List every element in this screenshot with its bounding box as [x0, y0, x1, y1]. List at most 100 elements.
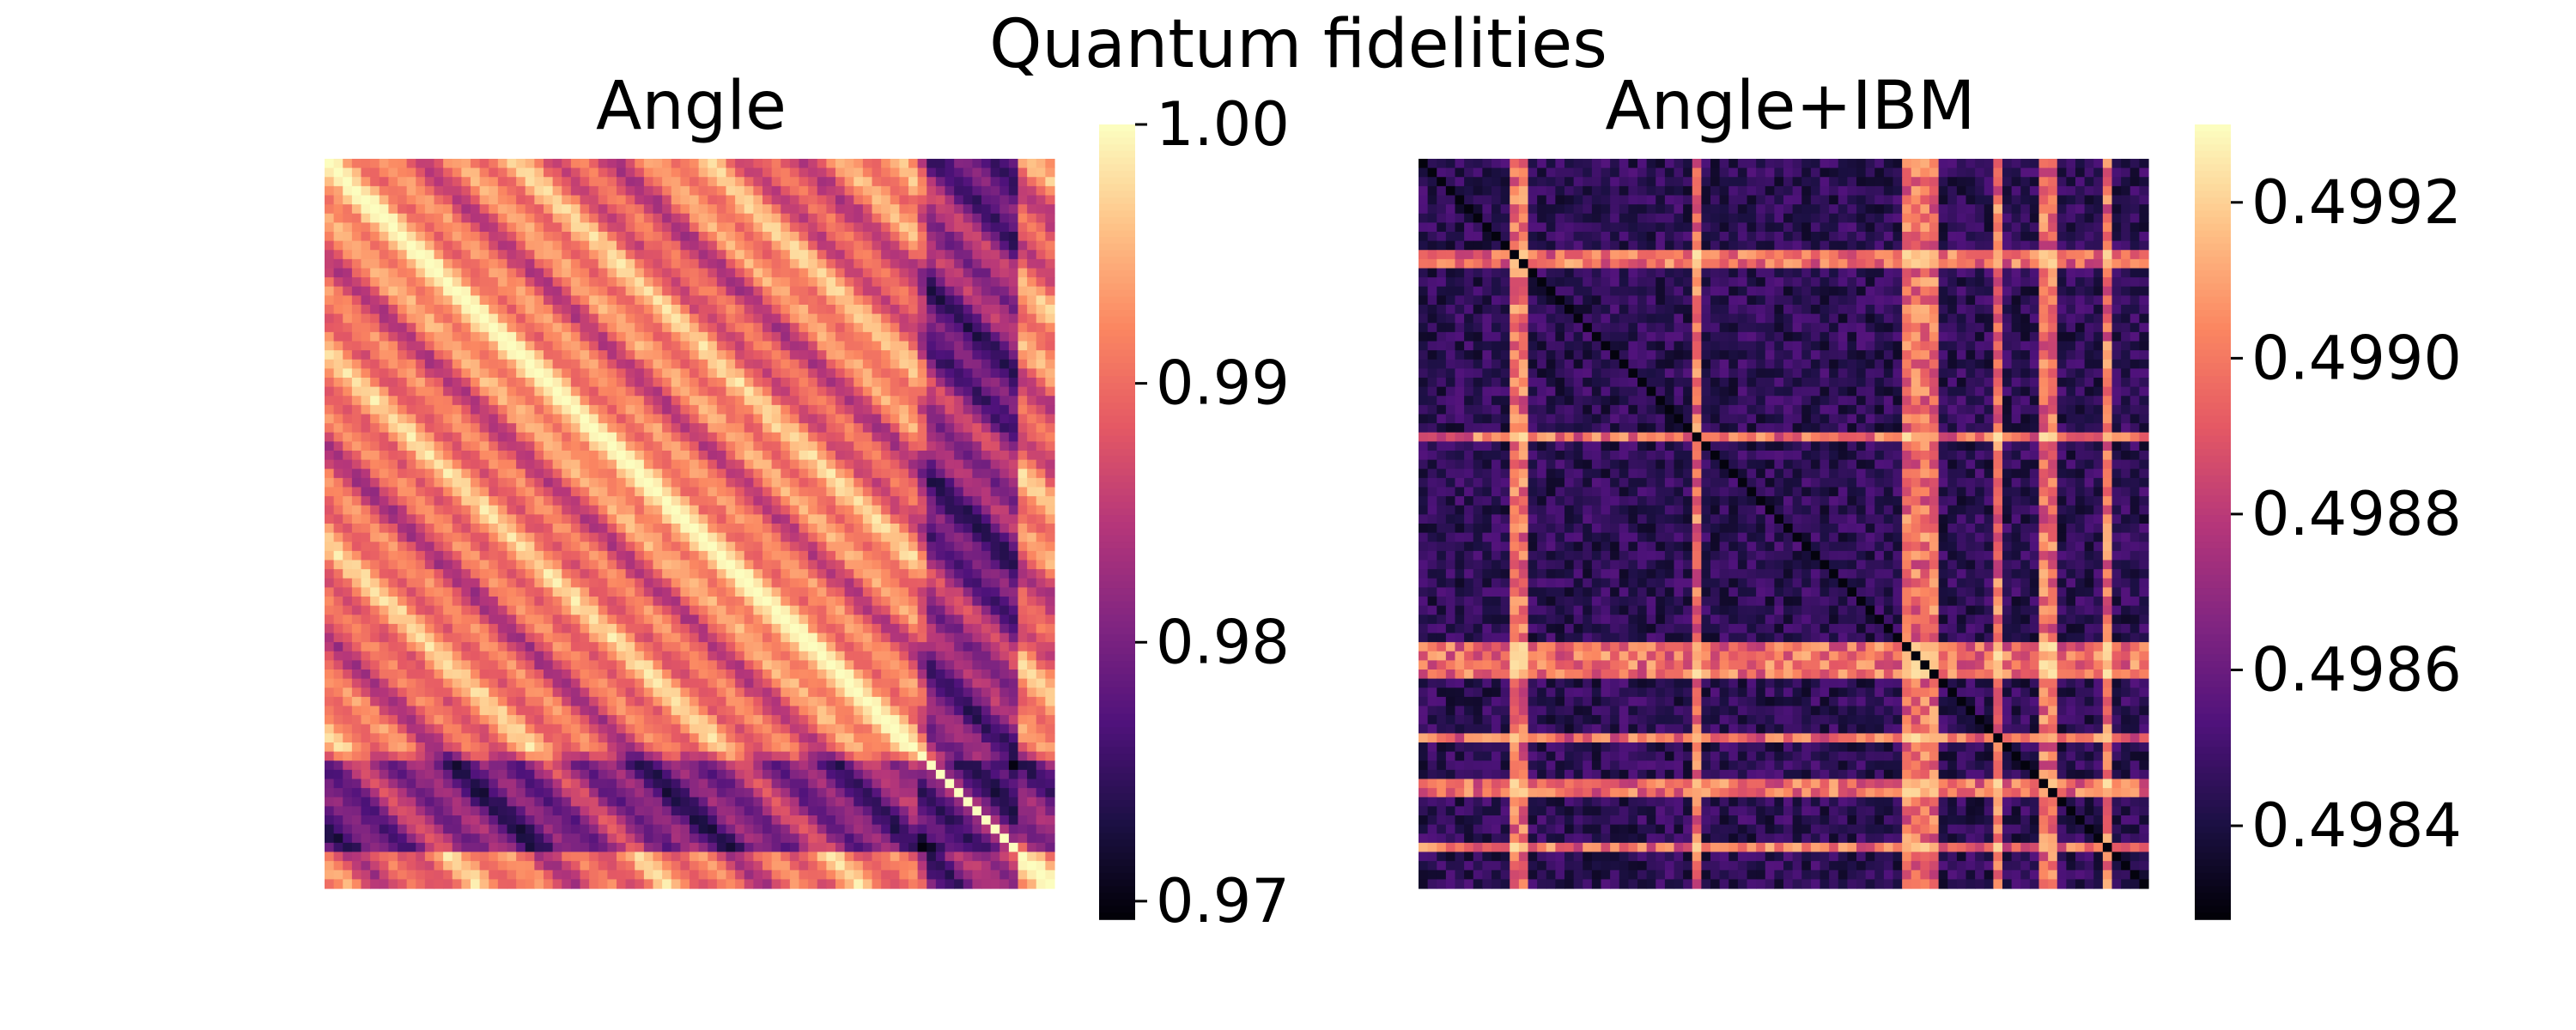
- heatmap-cell: [744, 496, 754, 506]
- heatmap-cell: [735, 487, 745, 497]
- heatmap-cell: [735, 496, 745, 506]
- heatmap-cell: [617, 678, 627, 688]
- heatmap-cell: [379, 213, 389, 223]
- heatmap-cell: [690, 469, 700, 479]
- heatmap-cell: [607, 359, 617, 369]
- heatmap-cell: [516, 505, 526, 515]
- heatmap-cell: [963, 277, 973, 288]
- heatmap-cell: [653, 514, 663, 524]
- heatmap-cell: [589, 615, 599, 625]
- heatmap-cell: [1008, 432, 1019, 442]
- heatmap-cell: [1036, 715, 1046, 725]
- heatmap-cell: [1027, 258, 1037, 270]
- heatmap-cell: [452, 258, 462, 270]
- heatmap-cell: [370, 560, 380, 570]
- heatmap-cell: [817, 514, 827, 524]
- heatmap-cell: [881, 323, 891, 333]
- heatmap-cell: [862, 496, 873, 506]
- heatmap-cell: [1027, 550, 1037, 561]
- heatmap-cell: [471, 240, 481, 251]
- heatmap-cell: [424, 432, 435, 442]
- heatmap-cell: [416, 724, 426, 734]
- heatmap-cell: [398, 469, 408, 479]
- heatmap-cell: [990, 277, 1000, 288]
- heatmap-cell: [607, 578, 617, 588]
- heatmap-cell: [981, 277, 992, 288]
- heatmap-cell: [452, 578, 462, 588]
- heatmap-cell: [452, 295, 462, 306]
- heatmap-cell: [908, 542, 919, 552]
- heatmap-cell: [351, 569, 362, 579]
- heatmap-cell: [424, 459, 435, 470]
- heatmap-cell: [598, 323, 608, 333]
- heatmap-cell: [908, 378, 919, 388]
- heatmap-cell: [735, 423, 745, 433]
- heatmap-cell: [379, 323, 389, 333]
- heatmap-cell: [580, 477, 590, 488]
- heatmap-cell: [479, 496, 489, 506]
- heatmap-cell: [452, 651, 462, 661]
- heatmap-cell: [443, 477, 453, 488]
- heatmap-cell: [343, 469, 353, 479]
- heatmap-cell: [1018, 204, 1028, 215]
- heatmap-cell: [917, 305, 927, 315]
- heatmap-cell: [954, 670, 964, 680]
- heatmap-cell: [789, 313, 800, 324]
- heatmap-cell: [379, 359, 389, 369]
- heatmap-cell: [716, 633, 727, 643]
- heatmap-cell: [525, 213, 535, 223]
- heatmap-cell: [534, 670, 544, 680]
- heatmap-cell: [388, 651, 398, 661]
- heatmap-cell: [617, 688, 627, 698]
- heatmap-cell: [434, 423, 444, 433]
- heatmap-cell: [716, 378, 727, 388]
- heatmap-cell: [406, 213, 416, 223]
- heatmap-cell: [789, 414, 800, 424]
- heatmap-cell: [762, 177, 773, 187]
- heatmap-cell: [817, 404, 827, 415]
- heatmap-cell: [325, 615, 335, 625]
- heatmap-cell: [325, 323, 335, 333]
- heatmap-cell: [507, 213, 517, 223]
- heatmap-cell: [990, 268, 1000, 278]
- heatmap-cell: [516, 313, 526, 324]
- heatmap-cell: [963, 487, 973, 497]
- heatmap-cell: [945, 167, 955, 178]
- heatmap-cell: [990, 487, 1000, 497]
- heatmap-cell: [361, 295, 371, 306]
- heatmap-cell: [479, 222, 489, 233]
- heatmap-cell: [379, 587, 389, 597]
- heatmap-cell: [817, 331, 827, 342]
- heatmap-cell: [708, 487, 718, 497]
- heatmap-cell: [643, 250, 654, 260]
- heatmap-cell: [388, 177, 398, 187]
- heatmap-cell: [534, 459, 544, 470]
- heatmap-cell: [388, 404, 398, 415]
- heatmap-cell: [361, 204, 371, 215]
- heatmap-cell: [799, 341, 809, 351]
- heatmap-cell: [489, 159, 499, 169]
- heatmap-cell: [471, 477, 481, 488]
- heatmap-cell: [899, 414, 909, 424]
- heatmap-cell: [580, 323, 590, 333]
- heatmap-cell: [479, 660, 489, 670]
- heatmap-cell: [680, 378, 690, 388]
- heatmap-cell: [1008, 550, 1019, 561]
- heatmap-cell: [471, 359, 481, 369]
- heatmap-cell: [544, 605, 554, 615]
- heatmap-cell: [525, 323, 535, 333]
- heatmap-cell: [333, 305, 343, 315]
- heatmap-cell: [999, 441, 1010, 451]
- heatmap-cell: [424, 505, 435, 515]
- heatmap-cell: [826, 560, 836, 570]
- heatmap-cell: [607, 496, 617, 506]
- heatmap-cell: [516, 323, 526, 333]
- heatmap-cell: [625, 250, 635, 260]
- heatmap-cell: [762, 670, 773, 680]
- heatmap-cell: [1018, 378, 1028, 388]
- heatmap-cell: [671, 459, 681, 470]
- heatmap-cell: [771, 331, 781, 342]
- heatmap-cell: [398, 232, 408, 242]
- heatmap-cell: [398, 633, 408, 643]
- heatmap-cell: [406, 542, 416, 552]
